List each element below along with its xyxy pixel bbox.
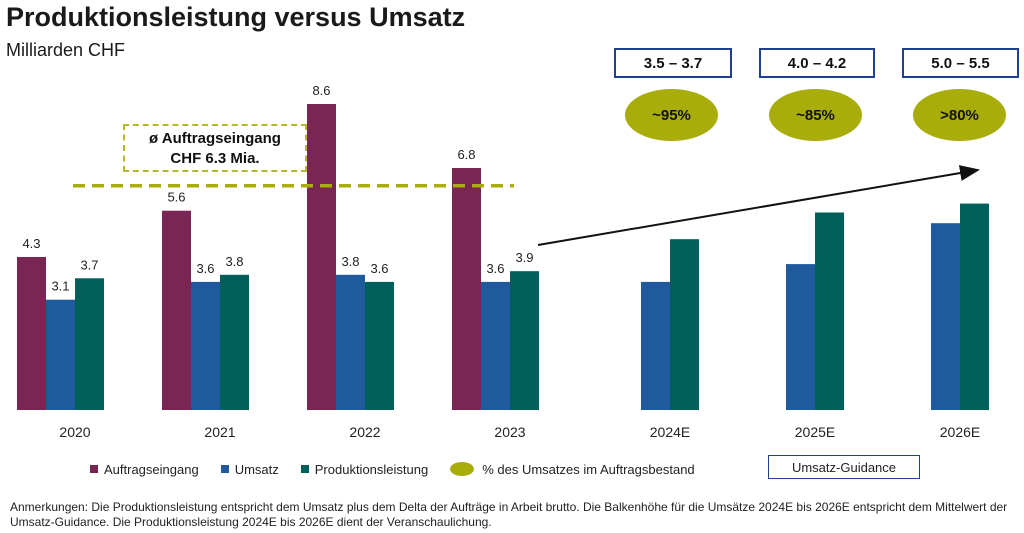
bar-produktionsleistung-2020 <box>75 278 104 410</box>
data-label-auftragseingang-2023: 6.8 <box>457 147 475 162</box>
data-label-umsatz-2023: 3.6 <box>486 261 504 276</box>
callout-line-1: ø Auftragseingang <box>149 130 281 147</box>
legend-label-auftragseingang: Auftragseingang <box>104 461 199 477</box>
x-tick-2023: 2023 <box>494 424 525 440</box>
bar-produktionsleistung-2025E <box>815 212 844 410</box>
bar-auftragseingang-2023 <box>452 168 481 410</box>
order-backlog-pct-2025: ~85% <box>769 89 862 141</box>
bar-produktionsleistung-2021 <box>220 274 249 410</box>
data-label-umsatz-2021: 3.6 <box>196 261 214 276</box>
legend-label-produktionsleistung: Produktionsleistung <box>314 461 429 477</box>
chart-title: Produktionsleistung versus Umsatz <box>6 2 466 32</box>
order-backlog-pct-2024: ~95% <box>625 89 718 141</box>
bar-umsatz-2021 <box>191 281 220 410</box>
footnote: Anmerkungen: Die Produktionsleistung ent… <box>10 500 1008 529</box>
x-tick-2020: 2020 <box>59 424 90 440</box>
bar-umsatz-2022 <box>336 274 365 410</box>
bar-produktionsleistung-2024E <box>670 239 699 410</box>
callout-line-2: CHF 6.3 Mia. <box>170 150 260 167</box>
legend-swatch-umsatz <box>220 465 229 473</box>
order-backlog-pct-2026: >80% <box>913 89 1006 141</box>
data-label-auftragseingang-2021: 5.6 <box>167 190 185 205</box>
guidance-range-2025: 4.0 – 4.2 <box>759 48 875 78</box>
x-tick-2026E: 2026E <box>940 424 980 440</box>
legend-label-umsatz: Umsatz <box>234 461 279 477</box>
data-label-produktionsleistung-2022: 3.6 <box>370 261 388 276</box>
legend-item-produktionsleistung: Produktionsleistung <box>300 461 429 477</box>
legend-swatch-pct <box>450 462 475 476</box>
bar-auftragseingang-2022 <box>307 104 336 410</box>
bar-produktionsleistung-2023 <box>510 271 539 410</box>
legend-swatch-produktionsleistung <box>300 465 309 473</box>
bar-umsatz-2023 <box>481 281 510 410</box>
data-label-umsatz-2020: 3.1 <box>51 279 69 294</box>
guidance-range-2024: 3.5 – 3.7 <box>614 48 732 78</box>
data-label-auftragseingang-2020: 4.3 <box>22 236 40 251</box>
bar-auftragseingang-2020 <box>17 257 46 410</box>
legend-item-pct: % des Umsatzes im Auftragsbestand <box>450 461 695 477</box>
chart-subtitle: Milliarden CHF <box>6 40 126 60</box>
bar-auftragseingang-2021 <box>162 210 191 410</box>
bar-produktionsleistung-2022 <box>365 281 394 410</box>
growth-trend-arrow <box>537 165 980 246</box>
average-orders-callout: ø Auftragseingang CHF 6.3 Mia. <box>123 124 307 172</box>
x-tick-2022: 2022 <box>349 424 380 440</box>
data-label-produktionsleistung-2021: 3.8 <box>225 254 243 269</box>
data-label-auftragseingang-2022: 8.6 <box>312 83 330 98</box>
legend-item-umsatz: Umsatz <box>220 461 279 477</box>
bar-umsatz-2024E <box>641 281 670 410</box>
bar-umsatz-2026E <box>931 223 960 410</box>
guidance-range-2026: 5.0 – 5.5 <box>902 48 1019 78</box>
bar-produktionsleistung-2026E <box>960 203 989 410</box>
legend-label-pct: % des Umsatzes im Auftragsbestand <box>482 461 695 477</box>
legend-swatch-auftragseingang <box>90 465 98 473</box>
chart-legend: Auftragseingang Umsatz Produktionsleistu… <box>90 459 717 479</box>
data-label-produktionsleistung-2020: 3.7 <box>80 257 98 272</box>
data-label-produktionsleistung-2023: 3.9 <box>515 250 533 265</box>
bar-umsatz-2020 <box>46 299 75 410</box>
x-tick-2024E: 2024E <box>650 424 690 440</box>
x-tick-2021: 2021 <box>204 424 235 440</box>
legend-item-auftragseingang: Auftragseingang <box>90 462 199 477</box>
legend-guidance-box: Umsatz-Guidance <box>768 455 920 479</box>
bar-umsatz-2025E <box>786 264 815 410</box>
x-tick-2025E: 2025E <box>795 424 835 440</box>
data-label-umsatz-2022: 3.8 <box>341 254 359 269</box>
